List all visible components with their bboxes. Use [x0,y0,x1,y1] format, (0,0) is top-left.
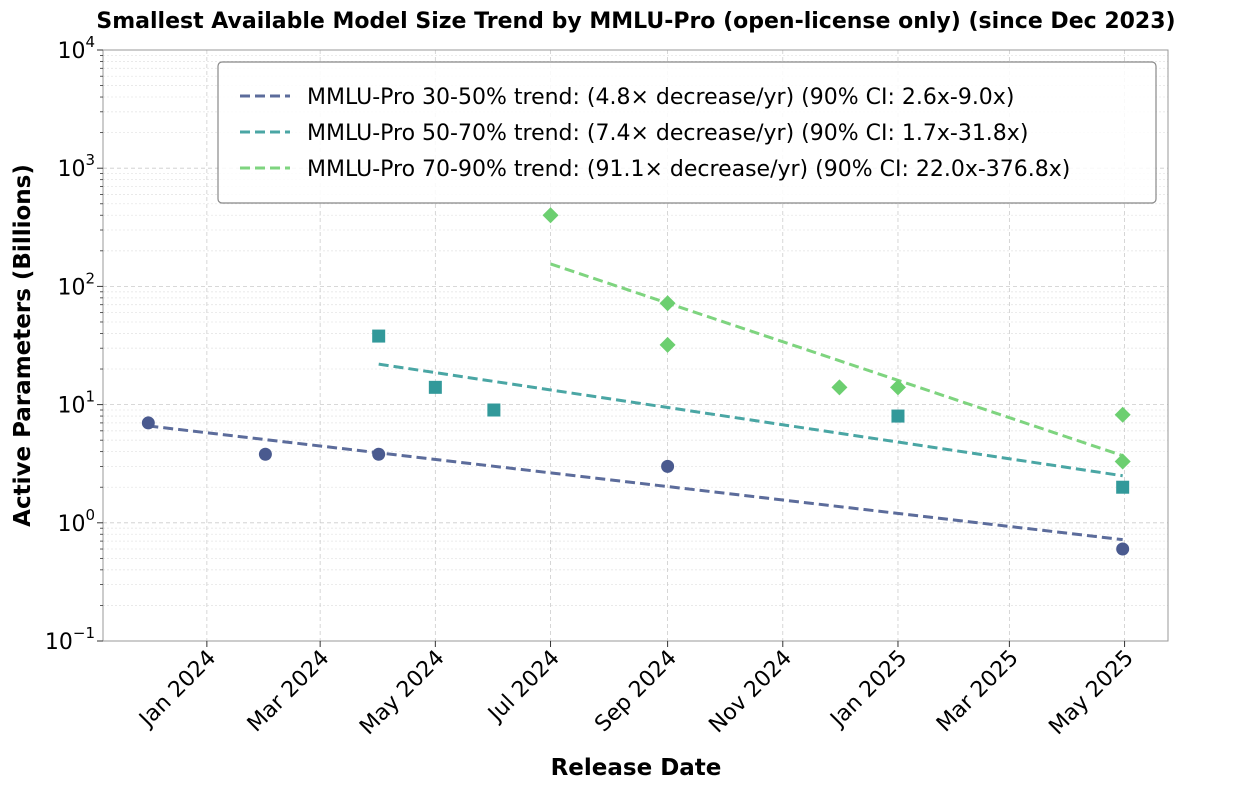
data-point [542,207,559,224]
x-tick-label: Nov 2024 [704,646,797,739]
data-point [661,459,675,473]
y-tick-label: 10−1 [45,624,95,655]
chart-title: Smallest Available Model Size Trend by M… [96,9,1175,34]
data-point [831,379,848,396]
x-tick-label: Jan 2024 [133,646,221,734]
x-axis-label: Release Date [551,755,722,781]
trend-line-1 [148,424,1123,542]
data-point [258,447,272,461]
data-point [889,379,906,396]
data-point [372,447,386,461]
x-tick-label: Mar 2024 [243,646,335,738]
x-tick-label: Jul 2024 [482,646,564,728]
data-point [141,416,155,430]
legend: MMLU-Pro 30-50% trend: (4.8× decrease/yr… [217,61,1157,204]
x-tick-label: Sep 2024 [590,646,682,738]
legend-entry: MMLU-Pro 30-50% trend: (4.8× decrease/yr… [307,85,1014,110]
legend-entry: MMLU-Pro 50-70% trend: (7.4× decrease/yr… [307,121,1028,146]
data-point [428,380,442,394]
y-tick-label: 104 [57,33,95,64]
x-tick-label: May 2024 [355,646,449,740]
y-tick-label: 103 [57,151,95,182]
data-point [1116,480,1130,494]
data-point [659,295,676,312]
y-axis-label: Active Parameters (Billions) [10,164,36,527]
data-point [372,329,386,343]
trend-line-3 [550,262,1124,458]
legend-entry: MMLU-Pro 70-90% trend: (91.1× decrease/y… [307,157,1070,182]
data-points [141,207,1131,556]
y-tick-label: 102 [57,269,95,300]
data-point [487,403,501,417]
y-tick-label: 101 [57,388,95,419]
legend-box [217,61,1157,204]
plot-area [102,49,1169,642]
trend-lines [148,262,1124,542]
data-point [1114,406,1131,423]
x-tick-label: Mar 2025 [932,646,1024,738]
data-point [1116,542,1130,556]
x-tick-label: Jan 2025 [825,646,913,734]
trend-line-2 [378,362,1123,478]
y-tick-label: 100 [57,506,95,537]
data-point [891,409,905,423]
x-tick-label: May 2025 [1044,646,1138,740]
data-point [659,336,676,353]
data-point [1114,453,1131,470]
